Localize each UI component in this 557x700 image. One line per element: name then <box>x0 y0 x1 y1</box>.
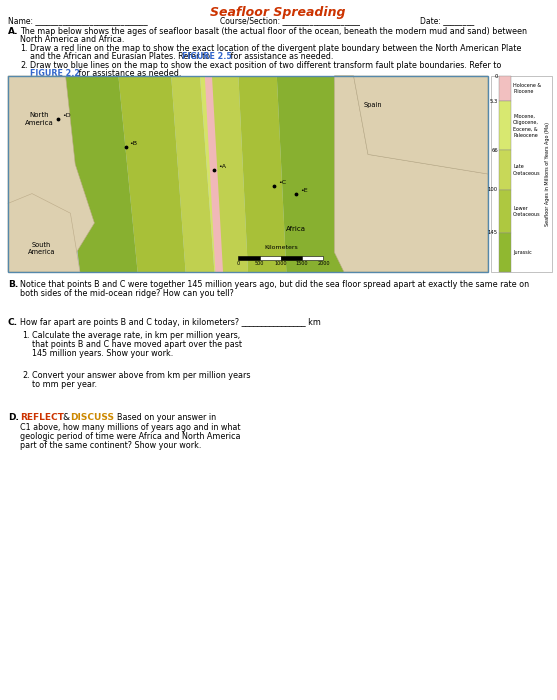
Bar <box>499 102 511 150</box>
Text: Seafloor Ages in Millions of Years Ago (Ma): Seafloor Ages in Millions of Years Ago (… <box>545 122 550 226</box>
Polygon shape <box>334 76 488 272</box>
Text: 2.: 2. <box>22 371 30 380</box>
Text: Date: ________: Date: ________ <box>420 16 474 25</box>
Polygon shape <box>200 76 222 272</box>
Text: 0: 0 <box>495 74 498 78</box>
Text: 1.: 1. <box>20 44 27 53</box>
Polygon shape <box>8 76 94 262</box>
Polygon shape <box>56 76 138 272</box>
Text: for assistance as needed.: for assistance as needed. <box>76 69 182 78</box>
Bar <box>260 256 281 260</box>
Polygon shape <box>207 76 219 272</box>
Bar <box>499 190 511 233</box>
Text: Based on your answer in: Based on your answer in <box>112 413 216 422</box>
Bar <box>281 256 302 260</box>
Text: C.: C. <box>8 318 18 327</box>
Text: 5.3: 5.3 <box>490 99 498 104</box>
Text: both sides of the mid-ocean ridge? How can you tell?: both sides of the mid-ocean ridge? How c… <box>20 289 234 298</box>
Text: •A: •A <box>218 164 226 169</box>
Text: 145: 145 <box>488 230 498 235</box>
Text: geologic period of time were Africa and North America: geologic period of time were Africa and … <box>20 432 241 441</box>
Text: A.: A. <box>8 27 18 36</box>
Bar <box>8 76 488 272</box>
Polygon shape <box>119 76 185 272</box>
Text: 1.: 1. <box>22 331 30 340</box>
Polygon shape <box>171 76 214 272</box>
Text: Jurassic: Jurassic <box>513 250 532 255</box>
Text: North
America: North America <box>25 113 53 126</box>
Polygon shape <box>334 76 488 174</box>
Text: South
America: South America <box>28 241 55 255</box>
Text: FIGURE 2.2: FIGURE 2.2 <box>30 69 80 78</box>
Text: How far apart are points B and C today, in kilometers? ________________ km: How far apart are points B and C today, … <box>20 318 321 327</box>
Text: 145 million years. Show your work.: 145 million years. Show your work. <box>32 349 173 358</box>
Text: 66: 66 <box>491 148 498 153</box>
Text: that points B and C have moved apart over the past: that points B and C have moved apart ove… <box>32 340 242 349</box>
Text: REFLECT: REFLECT <box>20 413 64 422</box>
Text: Seafloor Spreading: Seafloor Spreading <box>210 6 346 19</box>
Text: to mm per year.: to mm per year. <box>32 380 97 389</box>
Text: The map below shows the ages of seafloor basalt (the actual floor of the ocean, : The map below shows the ages of seafloor… <box>20 27 527 36</box>
Text: •E: •E <box>300 188 307 193</box>
Text: North America and Africa.: North America and Africa. <box>20 35 124 44</box>
Text: Lower
Cretaceous: Lower Cretaceous <box>513 206 541 217</box>
Text: Miocene,
Oligocene,
Eocene, &
Paleocene: Miocene, Oligocene, Eocene, & Paleocene <box>513 114 539 138</box>
Text: 2.: 2. <box>20 61 28 70</box>
Text: for assistance as needed.: for assistance as needed. <box>228 52 334 61</box>
Text: FIGURE 2.5: FIGURE 2.5 <box>182 52 232 61</box>
Bar <box>8 76 488 272</box>
Polygon shape <box>8 194 80 272</box>
Text: Calculate the average rate, in km per million years,: Calculate the average rate, in km per mi… <box>32 331 240 340</box>
Text: B.: B. <box>8 280 18 289</box>
Polygon shape <box>205 76 223 272</box>
Text: 100: 100 <box>488 187 498 192</box>
Text: Late
Cretaceous: Late Cretaceous <box>513 164 541 176</box>
Text: 500: 500 <box>255 261 265 266</box>
Text: 2000: 2000 <box>317 261 330 266</box>
Text: 0: 0 <box>237 261 240 266</box>
Bar <box>499 76 511 101</box>
Bar <box>499 150 511 190</box>
Text: Africa: Africa <box>286 226 306 232</box>
Polygon shape <box>238 76 286 272</box>
Polygon shape <box>277 76 344 272</box>
Text: C1 above, how many millions of years ago and in what: C1 above, how many millions of years ago… <box>20 423 241 432</box>
Text: Draw a red line on the map to show the exact location of the divergent plate bou: Draw a red line on the map to show the e… <box>30 44 521 53</box>
Polygon shape <box>209 76 248 272</box>
Bar <box>499 233 511 272</box>
Text: Name: _____________________________: Name: _____________________________ <box>8 16 148 25</box>
Text: Course/Section: ____________________: Course/Section: ____________________ <box>220 16 360 25</box>
Text: •B: •B <box>130 141 138 146</box>
Text: Draw two blue lines on the map to show the exact position of two different trans: Draw two blue lines on the map to show t… <box>30 61 501 70</box>
Text: Notice that points B and C were together 145 million years ago, but did the sea : Notice that points B and C were together… <box>20 280 529 289</box>
Text: DISCUSS: DISCUSS <box>70 413 114 422</box>
Text: and the African and Eurasian Plates. Refer to: and the African and Eurasian Plates. Ref… <box>30 52 213 61</box>
Text: •C: •C <box>278 180 286 185</box>
Text: Convert your answer above from km per million years: Convert your answer above from km per mi… <box>32 371 251 380</box>
Text: •D: •D <box>62 113 71 118</box>
Bar <box>238 256 260 260</box>
Text: Spain: Spain <box>364 102 382 108</box>
Text: &: & <box>62 413 69 422</box>
Text: part of the same continent? Show your work.: part of the same continent? Show your wo… <box>20 441 202 450</box>
Text: Holocene &
Pliocene: Holocene & Pliocene <box>513 83 541 94</box>
Polygon shape <box>334 76 488 272</box>
Bar <box>491 76 552 272</box>
Text: D.: D. <box>8 413 19 422</box>
Text: 1500: 1500 <box>296 261 309 266</box>
Text: 1000: 1000 <box>275 261 287 266</box>
Text: Kilometers: Kilometers <box>264 245 298 250</box>
Bar <box>302 256 324 260</box>
